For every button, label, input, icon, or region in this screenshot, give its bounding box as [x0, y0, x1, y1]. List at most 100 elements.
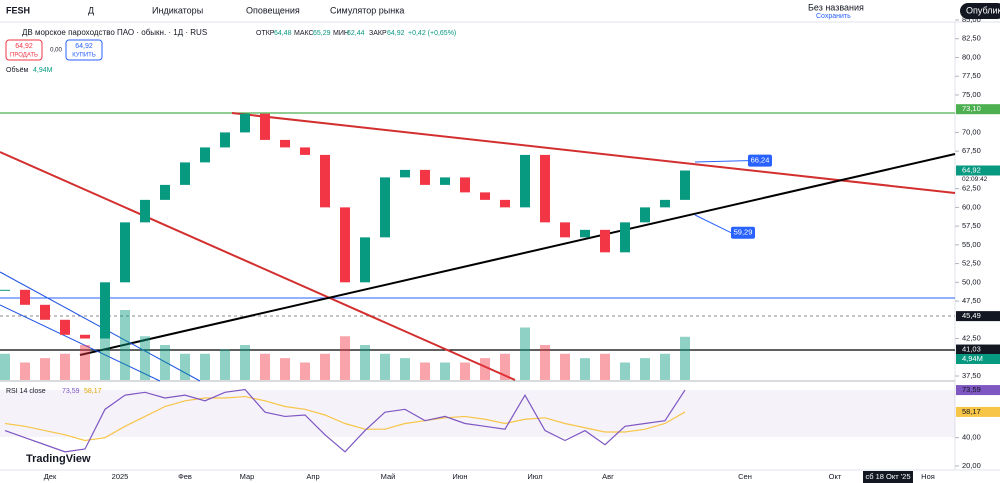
y-tick-label: 60,00: [962, 202, 981, 211]
legend-title: ДВ морское пароходство ПАО · обыкн. · 1Д…: [22, 28, 207, 37]
x-tick-label: Май: [381, 472, 396, 481]
sell[interactable]: ПРОДАТЬ: [10, 53, 38, 59]
volume-bar: [300, 362, 310, 380]
y-tick-label: 77,50: [962, 71, 981, 80]
candle: [520, 154, 530, 208]
x-tick-label: Июл: [527, 472, 542, 481]
y-tick-label: 55,00: [962, 240, 981, 249]
candle: [540, 154, 550, 223]
volume-bar: [180, 353, 190, 380]
publish-button[interactable]: [960, 3, 1000, 19]
volume-bar: [380, 353, 390, 380]
volume-bar: [240, 345, 250, 380]
candle: [40, 304, 50, 320]
candle: [500, 199, 510, 208]
candle: [20, 289, 30, 305]
annotation-pointer: [694, 160, 749, 163]
volume-bar: [460, 362, 470, 380]
y-tick-label: 70,00: [962, 127, 981, 136]
x-tick-label: 2025: [112, 472, 129, 481]
x-tick-label: Авг: [602, 472, 614, 481]
volume-bar: [360, 345, 370, 380]
indicators[interactable]: Индикаторы: [152, 5, 203, 15]
price-label: 73,10: [962, 104, 981, 113]
buy-button[interactable]: [65, 39, 103, 61]
candle: [300, 147, 310, 155]
x-tick-label: Фев: [178, 472, 192, 481]
candle: [260, 113, 270, 140]
buy[interactable]: КУПИТЬ: [72, 53, 96, 59]
candle: [200, 147, 210, 163]
crosshair-date-box: [863, 471, 913, 483]
candle: [360, 237, 370, 283]
x-tick-label: Сен: [738, 472, 752, 481]
rsi-value: 73,59: [62, 388, 80, 395]
x-tick-label: Окт: [829, 472, 842, 481]
trend-line: [231, 112, 956, 194]
volume-bar: [100, 327, 110, 380]
save[interactable]: Сохранить: [816, 13, 851, 20]
layout-name[interactable]: Без названия: [808, 2, 864, 12]
sell-price[interactable]: 64,92: [15, 43, 33, 50]
brand: TradingView: [26, 453, 91, 465]
volume-bar: [400, 358, 410, 380]
candle: [400, 169, 410, 178]
candle: [480, 192, 490, 200]
rsi-ma-line: [4, 395, 686, 442]
volume-bar: [20, 362, 30, 380]
replay[interactable]: Симулятор рынка: [330, 5, 404, 15]
price-label: 45,49: [962, 311, 981, 320]
candle: [560, 222, 570, 238]
publish[interactable]: Опубликовать: [966, 5, 1000, 15]
annotation-box: [731, 226, 755, 239]
candle: [140, 199, 150, 223]
rsi-ma-value: 58,17: [84, 388, 102, 395]
candle: [580, 229, 590, 238]
candle: [180, 162, 190, 185]
volume-value: 4,94M: [33, 67, 53, 74]
symbol[interactable]: FESH: [6, 5, 30, 15]
countdown: 02:09:42: [962, 176, 988, 183]
high-label: МАКС: [294, 30, 314, 37]
x-tick-label: Дек: [44, 472, 57, 481]
volume-bar: [160, 345, 170, 380]
candle: [380, 177, 390, 238]
high: 65,29: [313, 30, 331, 37]
rsi-value-label: 73,59: [962, 385, 981, 394]
open: 64,48: [274, 30, 292, 37]
close-label: ЗАКР: [369, 30, 387, 37]
price-label-box: [956, 311, 1000, 322]
candle: [60, 319, 70, 335]
change: +0,42 (+0,65%): [408, 30, 456, 37]
x-tick-label: Мар: [240, 472, 255, 481]
candle: [680, 170, 690, 200]
price-label-box: [956, 104, 1000, 115]
volume-axis-label: 4,94M: [962, 354, 983, 363]
alerts[interactable]: Оповещения: [246, 5, 300, 15]
annotation-box: [748, 154, 772, 167]
buy-price[interactable]: 64,92: [75, 43, 93, 50]
volume-bar: [680, 336, 690, 380]
spread: 0,00: [50, 48, 62, 54]
candle: [0, 289, 10, 291]
y-tick-label: 80,00: [962, 52, 981, 61]
rsi-label: RSI 14 close: [6, 388, 46, 395]
volume-bar: [660, 353, 670, 380]
candle: [660, 199, 670, 208]
y-tick-label: 67,50: [962, 146, 981, 155]
volume-bar: [500, 353, 510, 380]
candle: [420, 169, 430, 185]
x-tick-label: Апр: [306, 472, 319, 481]
low: 62,44: [347, 30, 365, 37]
y-tick-label: 42,50: [962, 334, 981, 343]
y-tick-label: 37,50: [962, 371, 981, 380]
rsi-value-label: 58,17: [962, 407, 981, 416]
volume-bar: [320, 353, 330, 380]
interval[interactable]: Д: [88, 5, 94, 15]
candle: [160, 184, 170, 200]
sell-button[interactable]: [5, 39, 43, 61]
crosshair-date: сб 18 Окт '25: [865, 472, 910, 481]
volume-bar: [40, 358, 50, 380]
